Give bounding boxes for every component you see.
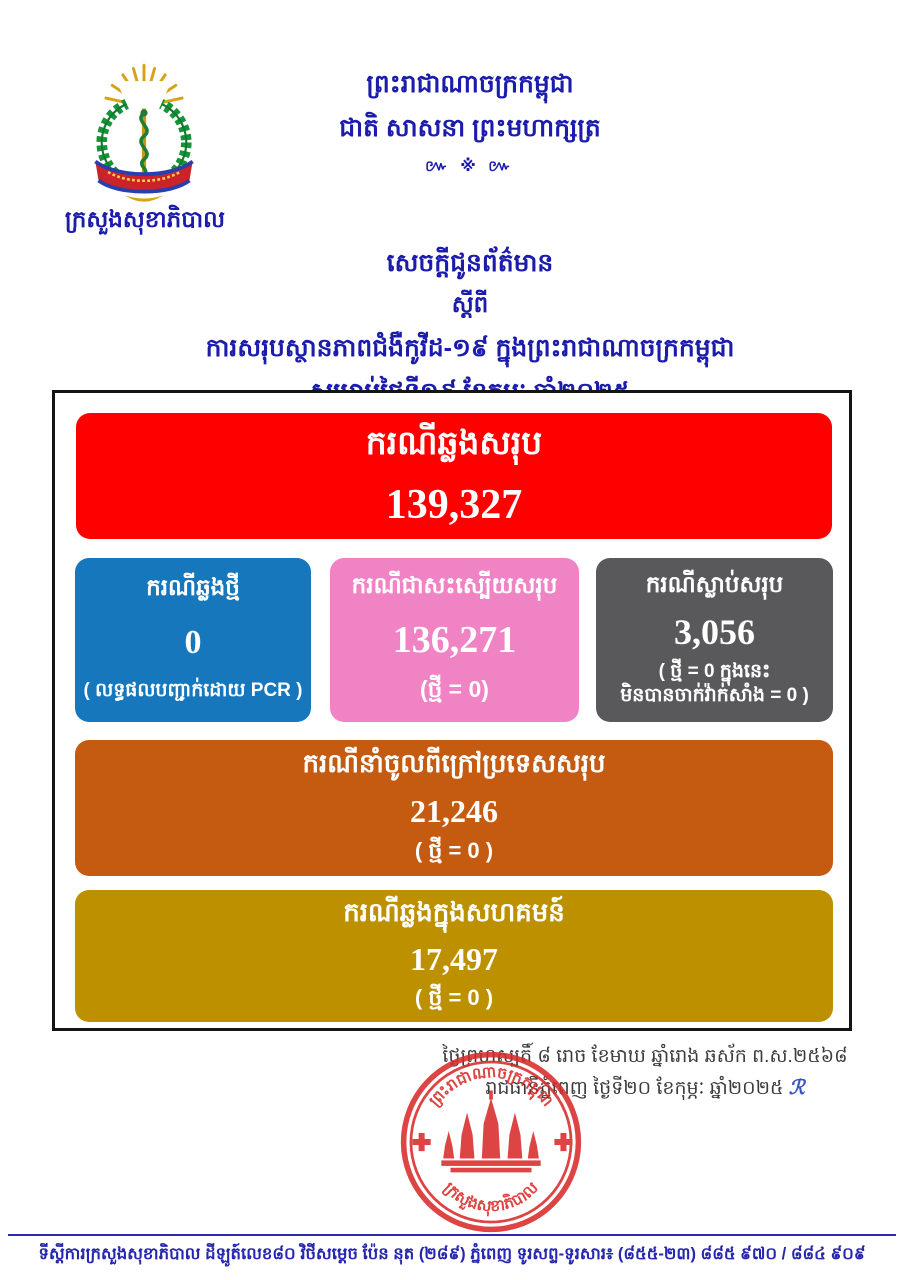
new-cases-note: ( លទ្ធផលបញ្ជាក់ដោយ PCR )	[83, 679, 303, 701]
svg-text:ក្រសួងសុខាភិបាល: ក្រសួងសុខាភិបាល	[440, 1179, 542, 1217]
imported-cases-card: ករណីនាំចូលពីក្រៅប្រទេសសរុប 21,246 ( ថ្មី…	[75, 740, 833, 876]
new-cases-label: ករណីឆ្លងថ្មី	[146, 574, 240, 601]
total-cases-card: ករណីឆ្លងសរុប 139,327	[76, 413, 832, 539]
total-cases-label: ករណីឆ្លងសរុប	[365, 424, 543, 461]
footer-contact-line: ទីស្ដីការក្រសួងសុខាភិបាល ដីឡូត៍លេខ៨០ វិថ…	[38, 1245, 866, 1263]
ministry-of-health-logo-icon	[80, 60, 208, 208]
kingdom-title: ព្រះរាជាណាចក្រកម្ពុជា	[366, 70, 574, 98]
new-cases-card: ករណីឆ្លងថ្មី 0 ( លទ្ធផលបញ្ជាក់ដោយ PCR )	[75, 558, 311, 722]
signoff-block: ថ្ងៃព្រហស្បតិ៍ ៨ រោច ខែមាឃ ឆ្នាំរោង ឆស័ក…	[420, 1042, 870, 1105]
deaths-card: ករណីស្លាប់សរុប 3,056 ( ថ្មី = 0 ក្នុងនេះ…	[596, 558, 833, 722]
deaths-note: ( ថ្មី = 0 ក្នុងនេះ មិនបានចាក់វ៉ាក់សាំង …	[620, 660, 809, 709]
community-value: 17,497	[410, 940, 498, 977]
document-title: សេចក្ដីជូនព័ត៌មាន ស្ដីពី ការសរុបស្ថានភាព…	[36, 248, 904, 413]
signature-initial-mark: ℛ	[788, 1077, 805, 1100]
imported-label: ករណីនាំចូលពីក្រៅប្រទេសសរុប	[302, 748, 606, 779]
imported-note: ( ថ្មី = 0 )	[414, 837, 494, 863]
national-motto: ជាតិ សាសនា ព្រះមហាក្សត្រ	[339, 114, 601, 142]
deaths-note-line-1: ( ថ្មី = 0 ក្នុងនេះ	[658, 660, 771, 682]
footer: ទីស្ដីការក្រសួងសុខាភិបាល ដីឡូត៍លេខ៨០ វិថ…	[8, 1234, 896, 1268]
ornament-divider-icon: ៚ ※ ៚	[425, 158, 515, 175]
title-line-1: សេចក្ដីជូនព័ត៌មាន	[386, 249, 554, 277]
deaths-label: ករណីស្លាប់សរុប	[645, 570, 784, 597]
imported-value: 21,246	[410, 792, 498, 829]
community-cases-card: ករណីឆ្លងក្នុងសហគមន៍ 17,497 ( ថ្មី = 0 )	[75, 890, 833, 1022]
total-cases-value: 139,327	[385, 482, 523, 528]
deaths-note-line-2: មិនបានចាក់វ៉ាក់សាំង = 0 )	[620, 685, 809, 707]
seal-cross-icon	[412, 1132, 573, 1152]
lunar-date-line: ថ្ងៃព្រហស្បតិ៍ ៨ រោច ខែមាឃ ឆ្នាំរោង ឆស័ក…	[442, 1046, 848, 1067]
seal-bottom-text: ក្រសួងសុខាភិបាល	[440, 1179, 542, 1217]
title-line-3: ការសរុបស្ថានភាពជំងឺកូវីដ-១៩ ក្នុងព្រះរាជ…	[205, 334, 735, 362]
recovered-label: ករណីជាសះស្បើយសរុប	[351, 571, 558, 598]
recovered-cases-card: ករណីជាសះស្បើយសរុប 136,271 (ថ្មី = 0)	[330, 558, 579, 722]
official-seal-stamp-icon: ព្រះរាជាណាចក្រកម្ពុជា ក្រសួងសុខាភិបាល	[391, 1050, 591, 1234]
title-line-2: ស្ដីពី	[451, 291, 489, 317]
national-header: ព្រះរាជាណាចក្រកម្ពុជា ជាតិ សាសនា ព្រះមហា…	[36, 72, 904, 179]
ministry-name-label: ក្រសួងសុខាភិបាល	[64, 206, 226, 232]
community-label: ករណីឆ្លងក្នុងសហគមន៍	[343, 897, 565, 928]
recovered-note: (ថ្មី = 0)	[420, 675, 489, 702]
caduceus-wreath-emblem-icon	[94, 63, 194, 202]
recovered-value: 136,271	[392, 619, 517, 661]
deaths-value: 3,056	[674, 611, 755, 652]
community-note: ( ថ្មី = 0 )	[414, 984, 494, 1010]
statistics-frame: ករណីឆ្លងសរុប 139,327 ករណីឆ្លងថ្មី 0 ( លទ…	[52, 390, 852, 1031]
angkor-wat-icon	[441, 1090, 541, 1173]
new-cases-value: 0	[184, 623, 202, 661]
gregorian-date-line: រាជធានីភ្នំពេញ ថ្ងៃទី២០ ខែកុម្ភៈ ឆ្នាំ២០…	[485, 1077, 805, 1100]
